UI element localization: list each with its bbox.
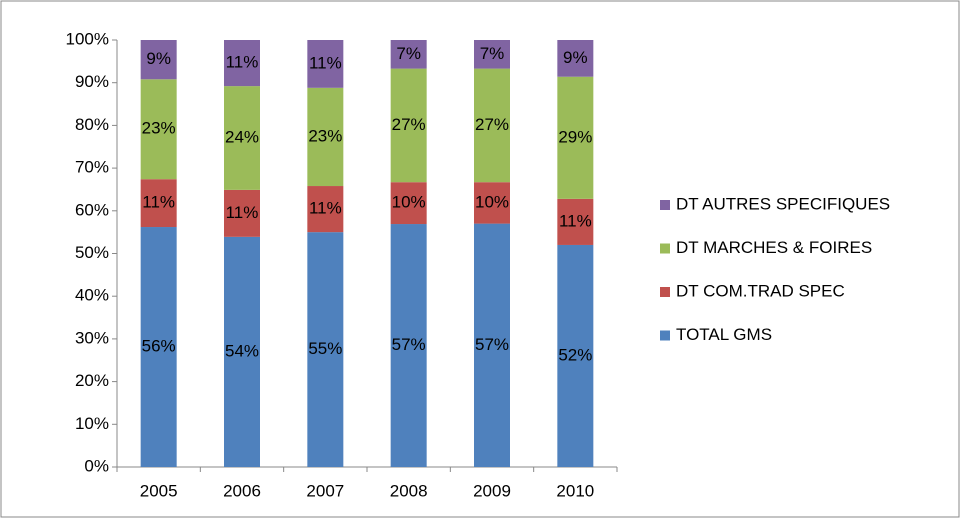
value-label: 24% <box>225 127 259 146</box>
bar-segment <box>474 40 510 69</box>
value-label: 29% <box>558 127 592 146</box>
legend-swatch <box>660 287 670 297</box>
value-label: 11% <box>226 53 259 72</box>
bar-segment <box>224 86 260 190</box>
bar-segment <box>224 236 260 467</box>
bar-segment <box>557 40 594 77</box>
bar-segment <box>474 68 510 183</box>
y-tick-label: 0% <box>84 456 109 475</box>
value-label: 11% <box>226 203 259 222</box>
value-label: 57% <box>475 335 509 354</box>
value-label: 7% <box>480 44 505 63</box>
value-label: 10% <box>475 192 509 211</box>
bar-segment <box>390 40 427 69</box>
value-label: 10% <box>392 193 426 212</box>
y-tick-label: 30% <box>75 328 109 347</box>
bar-segment <box>307 186 344 233</box>
value-label: 52% <box>558 345 592 364</box>
legend-label: DT AUTRES SPECIFIQUES <box>676 194 890 213</box>
value-label: 11% <box>309 199 342 218</box>
bar-segment <box>140 40 177 80</box>
value-label: 57% <box>392 335 426 354</box>
bar-segment <box>474 223 510 467</box>
value-label: 9% <box>146 49 171 68</box>
legend-label: DT MARCHES & FOIRES <box>676 238 872 257</box>
y-tick-label: 100% <box>66 29 109 48</box>
value-label: 11% <box>142 193 175 212</box>
bar-segment <box>140 227 177 467</box>
legend-swatch <box>660 243 670 254</box>
x-tick-label: 2005 <box>140 481 178 500</box>
y-tick-label: 20% <box>75 371 109 390</box>
legend-swatch <box>660 330 670 341</box>
y-tick-label: 90% <box>75 72 109 91</box>
bar-segment <box>557 76 594 199</box>
bar-segment <box>224 40 260 87</box>
y-tick-label: 50% <box>75 243 109 262</box>
value-label: 23% <box>308 126 342 145</box>
value-label: 27% <box>392 115 426 134</box>
value-label: 11% <box>559 211 592 230</box>
x-tick-label: 2006 <box>223 481 261 500</box>
value-label: 9% <box>563 48 588 67</box>
bar-segment <box>307 40 344 88</box>
value-label: 11% <box>309 53 342 72</box>
legend-swatch <box>660 200 670 210</box>
value-label: 56% <box>142 336 176 355</box>
bar-segment <box>557 198 594 245</box>
bar-segment <box>224 189 260 237</box>
legend-label: TOTAL GMS <box>676 325 772 344</box>
y-tick-label: 80% <box>75 115 109 134</box>
bar-segment <box>140 179 177 228</box>
legend-label: DT COM.TRAD SPEC <box>676 281 845 300</box>
value-label: 7% <box>396 44 421 63</box>
bar-segment <box>474 182 510 224</box>
y-tick-label: 70% <box>75 158 109 177</box>
y-tick-label: 10% <box>75 414 109 433</box>
bar-segment <box>390 182 427 225</box>
x-tick-label: 2007 <box>306 481 344 500</box>
value-label: 54% <box>225 341 259 360</box>
value-label: 55% <box>308 339 342 358</box>
x-tick-label: 2009 <box>473 481 511 500</box>
value-label: 27% <box>475 115 509 134</box>
value-label: 23% <box>142 119 176 138</box>
bar-segment <box>140 79 177 180</box>
y-tick-label: 40% <box>75 286 109 305</box>
bar-segment <box>390 224 427 467</box>
x-tick-label: 2010 <box>556 481 594 500</box>
bar-segment <box>390 68 427 183</box>
x-tick-label: 2008 <box>390 481 428 500</box>
bar-segment <box>307 232 344 467</box>
bar-segment <box>307 87 344 187</box>
bar-segment <box>557 244 594 467</box>
y-tick-label: 60% <box>75 200 109 219</box>
